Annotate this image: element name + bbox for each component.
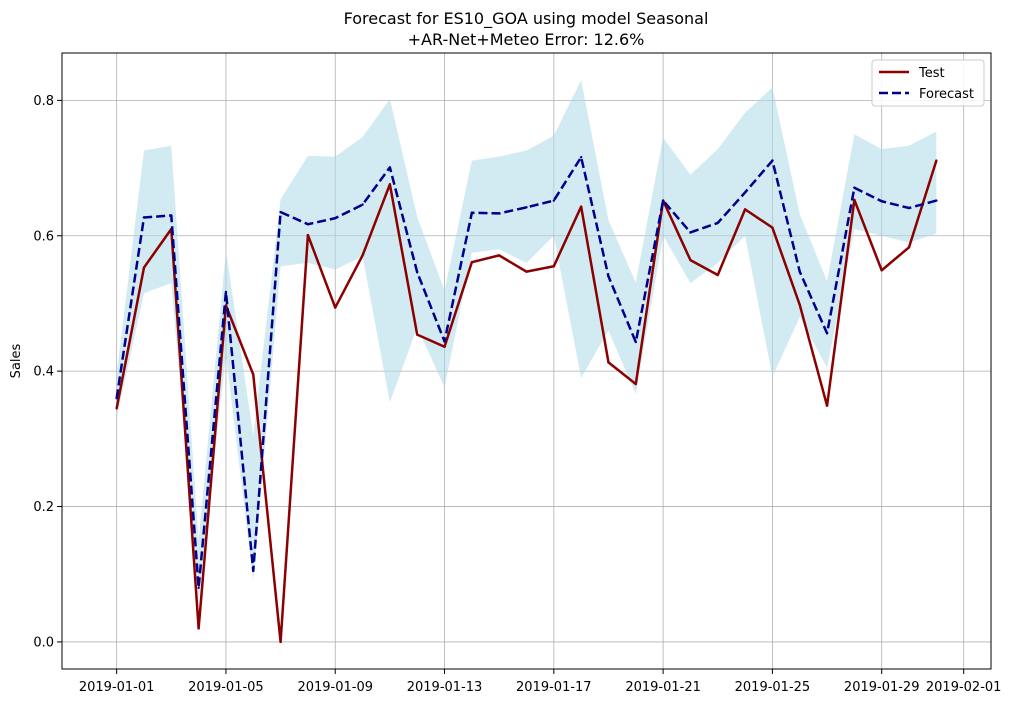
data-point-forecast: [497, 212, 501, 215]
data-point-forecast: [170, 214, 173, 217]
data-point-test: [361, 254, 364, 257]
data-point-forecast: [579, 156, 583, 159]
data-point-forecast: [716, 221, 719, 225]
grid-lines: [62, 53, 991, 669]
data-point-test: [525, 270, 528, 273]
data-point-test: [470, 260, 474, 264]
data-point-forecast: [607, 275, 610, 278]
data-point-test: [634, 382, 637, 386]
data-point-forecast: [743, 191, 747, 194]
data-point-test: [552, 265, 556, 268]
x-tick-label: 2019-01-17: [516, 680, 592, 695]
y-tick-label: 0.6: [33, 229, 54, 244]
data-point-test: [607, 361, 610, 364]
x-tick-label: 2019-01-05: [188, 680, 264, 695]
data-point-test: [115, 407, 118, 410]
data-point-forecast: [416, 271, 419, 274]
forecast-confidence-band: [116, 80, 937, 602]
data-point-forecast: [771, 159, 774, 162]
data-point-forecast: [853, 186, 856, 189]
data-point-test: [716, 273, 719, 277]
legend: Test Forecast: [871, 59, 985, 107]
plot-area-frame: [61, 52, 992, 670]
x-tick-label: 2019-02-01: [926, 680, 1002, 695]
confidence-band-area: [116, 80, 937, 602]
data-point-test: [306, 233, 310, 237]
data-point-forecast: [634, 340, 637, 344]
data-point-forecast: [525, 206, 528, 209]
data-point-forecast: [935, 199, 938, 202]
y-tick-label: 0.2: [33, 500, 54, 515]
data-point-test: [388, 183, 392, 186]
data-point-forecast: [115, 397, 118, 400]
x-tick-label: 2019-01-21: [625, 680, 701, 695]
data-point-forecast: [224, 290, 228, 294]
data-point-test: [416, 333, 419, 336]
data-point-test: [497, 254, 501, 257]
data-point-test: [334, 306, 337, 309]
y-tick-label: 0.0: [33, 635, 54, 650]
x-tick-label: 2019-01-09: [297, 680, 373, 695]
data-point-forecast: [689, 231, 692, 234]
data-point-test: [197, 627, 200, 630]
series-lines: [115, 155, 938, 644]
data-point-test: [771, 226, 774, 229]
data-point-test: [907, 246, 911, 249]
x-tick-label: 2019-01-25: [735, 680, 811, 695]
data-point-forecast: [552, 199, 556, 202]
data-point-test: [853, 198, 856, 202]
data-point-forecast: [388, 166, 392, 169]
data-point-test: [443, 345, 446, 348]
data-point-forecast: [661, 199, 665, 202]
data-point-test: [579, 205, 583, 208]
data-point-forecast: [142, 216, 146, 219]
chart-title-line1: Forecast for ES10_GOA using model Season…: [344, 9, 709, 29]
x-tick-label: 2019-01-01: [79, 680, 155, 695]
data-point-test: [279, 640, 282, 644]
data-point-test: [743, 208, 747, 211]
data-point-forecast: [798, 270, 801, 273]
data-point-test: [798, 303, 801, 307]
data-point-forecast: [907, 206, 911, 210]
data-point-forecast: [880, 200, 883, 203]
data-point-forecast: [306, 223, 310, 226]
x-axis-ticks: 2019-01-01 2019-01-05 2019-01-09 2019-01-13…: [79, 669, 1002, 695]
data-point-test: [689, 258, 692, 262]
data-point-test: [880, 269, 883, 272]
x-tick-label: 2019-01-29: [844, 680, 920, 695]
data-point-test: [252, 373, 255, 376]
y-tick-label: 0.4: [33, 365, 54, 380]
legend-label-test: Test: [918, 66, 945, 81]
data-point-forecast: [279, 210, 282, 214]
x-tick-label: 2019-01-13: [407, 680, 483, 695]
data-point-forecast: [334, 216, 337, 220]
data-point-forecast: [197, 586, 200, 589]
legend-label-forecast: Forecast: [919, 87, 974, 102]
data-point-test: [935, 159, 938, 162]
data-point-forecast: [470, 211, 474, 214]
data-point-forecast: [252, 569, 255, 573]
data-point-forecast: [443, 340, 446, 343]
y-axis-label: Sales: [9, 343, 24, 378]
y-tick-label: 0.8: [33, 94, 54, 109]
data-point-test: [825, 404, 829, 407]
chart-title-line2: +AR-Net+Meteo Error: 12.6%: [408, 30, 645, 49]
data-point-test: [142, 266, 146, 269]
data-point-forecast: [361, 203, 364, 206]
data-point-forecast: [825, 332, 829, 335]
y-axis-ticks: 0.0 0.2 0.4 0.6 0.8: [33, 94, 62, 650]
